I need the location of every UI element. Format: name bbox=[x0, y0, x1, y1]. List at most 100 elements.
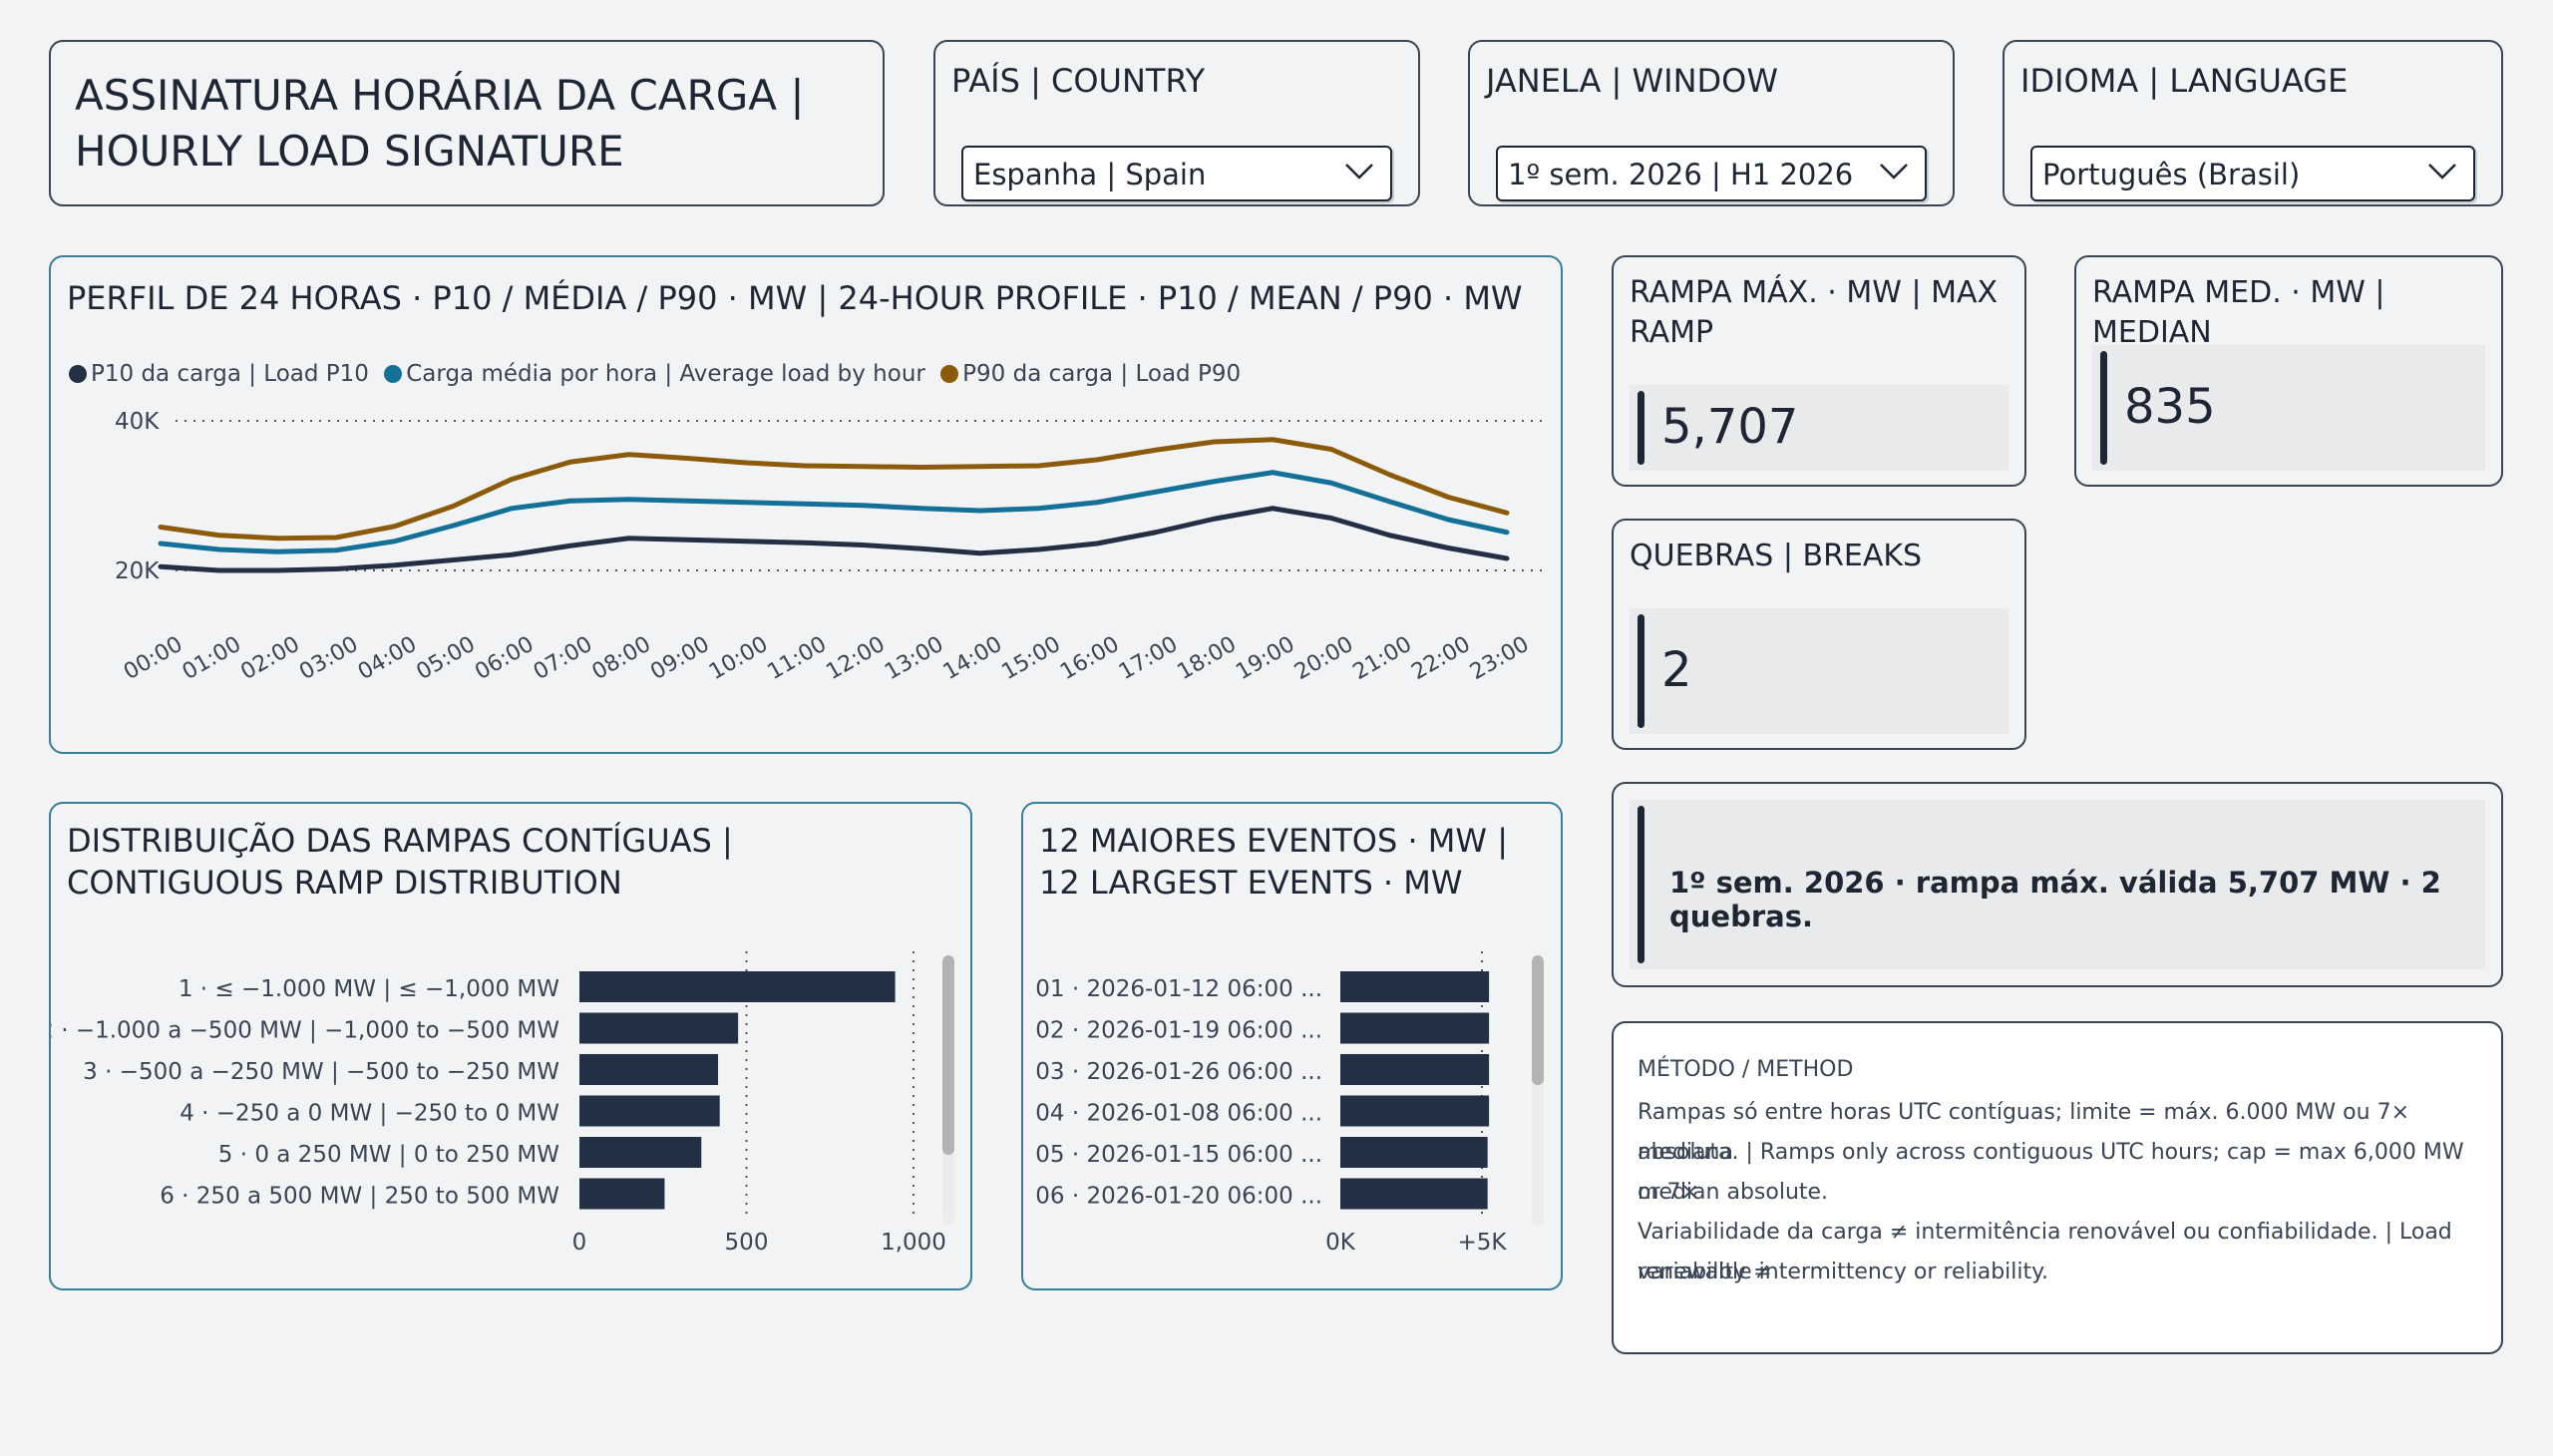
method-card: MÉTODO / METHOD Rampas só entre horas UT… bbox=[1612, 1021, 2503, 1354]
breaks-value: 2 bbox=[1661, 642, 1692, 698]
x-tick-label: 17:00 bbox=[1115, 632, 1182, 685]
x-tick-label: 00:00 bbox=[120, 632, 186, 685]
category-label: 3 · −500 a −250 MW | −500 to −250 MW bbox=[83, 1059, 559, 1085]
x-tick-label: 10:00 bbox=[705, 632, 772, 685]
x-tick-label: 06:00 bbox=[471, 632, 538, 685]
legend-label-mean: Carga média por hora | Average load by h… bbox=[406, 361, 925, 387]
legend-dot-p90 bbox=[940, 365, 959, 383]
language-slicer-label: IDIOMA | LANGUAGE bbox=[2020, 62, 2349, 100]
y-tick-label: 40K bbox=[115, 409, 160, 435]
series-line-mean bbox=[158, 470, 1510, 554]
category-label: 01 · 2026-01-12 06:00 ... bbox=[1035, 976, 1322, 1002]
max-ramp-label: RAMPA MÁX. · MW | MAX RAMP bbox=[1630, 275, 1999, 350]
summary-text: 1º sem. 2026 · rampa máx. válida 5,707 M… bbox=[1669, 866, 2441, 933]
x-tick-label: 05:00 bbox=[413, 632, 480, 685]
country-dropdown-value: Espanha | Spain bbox=[973, 158, 1207, 191]
x-tick-label: 23:00 bbox=[1466, 632, 1533, 685]
bar bbox=[1340, 1178, 1488, 1210]
legend-item-p90[interactable]: P90 da carga | Load P90 bbox=[940, 361, 1241, 387]
category-label: 4 · −250 a 0 MW | −250 to 0 MW bbox=[180, 1101, 559, 1127]
x-tick-label: 14:00 bbox=[939, 632, 1006, 685]
accent-bar bbox=[1638, 614, 1644, 728]
language-dropdown[interactable]: Português (Brasil) bbox=[2030, 146, 2475, 201]
x-tick-label: 500 bbox=[725, 1230, 769, 1256]
category-label: 2 · −1.000 a −500 MW | −1,000 to −500 MW bbox=[51, 1018, 559, 1044]
median-ramp-value: 835 bbox=[2124, 379, 2216, 435]
accent-bar bbox=[1638, 806, 1644, 963]
category-label: 06 · 2026-01-20 06:00 ... bbox=[1035, 1184, 1322, 1210]
country-dropdown[interactable]: Espanha | Spain bbox=[961, 146, 1392, 201]
category-label: 02 · 2026-01-19 06:00 ... bbox=[1035, 1018, 1322, 1044]
max-ramp-value: 5,707 bbox=[1661, 399, 1799, 455]
summary-card: 1º sem. 2026 · rampa máx. válida 5,707 M… bbox=[1612, 782, 2503, 987]
y-tick-label: 20K bbox=[115, 558, 160, 584]
series-line-p10 bbox=[158, 506, 1510, 573]
ramp-scrollbar[interactable] bbox=[942, 955, 954, 1225]
country-slicer: PAÍS | COUNTRY Espanha | Spain bbox=[933, 40, 1420, 206]
legend-dot-mean bbox=[384, 365, 403, 383]
profile-chart-title: PERFIL DE 24 HORAS · P10 / MÉDIA / P90 ·… bbox=[67, 279, 1523, 317]
bar bbox=[579, 1095, 720, 1127]
category-label: 05 · 2026-01-15 06:00 ... bbox=[1035, 1142, 1322, 1168]
x-tick-label: 04:00 bbox=[354, 632, 421, 685]
method-line: renewable intermittency or reliability. bbox=[1638, 1260, 2049, 1284]
method-line: Variabilidade da carga ≠ intermitência r… bbox=[1638, 1220, 2452, 1284]
breaks-box: 2 bbox=[1630, 608, 2008, 734]
x-tick-label: 16:00 bbox=[1056, 632, 1123, 685]
legend-label-p10: P10 da carga | Load P10 bbox=[91, 361, 369, 387]
language-dropdown-value: Português (Brasil) bbox=[2042, 158, 2301, 191]
window-slicer: JANELA | WINDOW 1º sem. 2026 | H1 2026 bbox=[1468, 40, 1955, 206]
series-line-p90 bbox=[158, 437, 1510, 542]
method-line: median absolute. bbox=[1638, 1180, 1829, 1205]
x-tick-label: 19:00 bbox=[1232, 632, 1298, 685]
bar bbox=[579, 1178, 665, 1210]
window-slicer-label: JANELA | WINDOW bbox=[1486, 62, 1778, 100]
window-dropdown[interactable]: 1º sem. 2026 | H1 2026 bbox=[1496, 146, 1927, 201]
x-tick-label: 07:00 bbox=[530, 632, 596, 685]
median-ramp-card: RAMPA MED. · MW | MEDIAN 835 bbox=[2074, 255, 2503, 487]
x-tick-label: 11:00 bbox=[764, 632, 831, 685]
legend-item-p10[interactable]: P10 da carga | Load P10 bbox=[69, 361, 369, 387]
legend-item-mean[interactable]: Carga média por hora | Average load by h… bbox=[384, 361, 925, 387]
bar bbox=[579, 971, 896, 1002]
title-card: ASSINATURA HORÁRIA DA CARGA | HOURLY LOA… bbox=[49, 40, 885, 206]
ramp-distribution-title: DISTRIBUIÇÃO DAS RAMPAS CONTÍGUAS | CONT… bbox=[67, 822, 733, 902]
chevron-down-icon bbox=[2428, 164, 2456, 180]
median-ramp-label: RAMPA MED. · MW | MEDIAN bbox=[2092, 275, 2385, 350]
method-line: absoluta. | Ramps only across contiguous… bbox=[1638, 1140, 2464, 1205]
largest-events-card: 12 MAIORES EVENTOS · MW | 12 LARGEST EVE… bbox=[1021, 802, 1563, 1290]
legend-dot-p10 bbox=[69, 365, 87, 383]
bar bbox=[1340, 1137, 1488, 1168]
largest-events-title: 12 MAIORES EVENTOS · MW | 12 LARGEST EVE… bbox=[1039, 822, 1508, 902]
x-tick-label: 21:00 bbox=[1349, 632, 1416, 685]
chevron-down-icon bbox=[1345, 164, 1373, 180]
x-tick-label: 0K bbox=[1325, 1230, 1356, 1256]
breaks-card: QUEBRAS | BREAKS 2 bbox=[1612, 519, 2026, 750]
method-line: Rampas só entre horas UTC contíguas; lim… bbox=[1638, 1100, 2410, 1165]
largest-events-bar-chart: 0K +5K 01 · 2026-01-12 06:00 ... 02 · 2026-… bbox=[1035, 951, 1508, 1256]
x-tick-label: 13:00 bbox=[881, 632, 947, 685]
x-tick-label: 22:00 bbox=[1407, 632, 1474, 685]
chevron-down-icon bbox=[1880, 164, 1908, 180]
median-ramp-box: 835 bbox=[2092, 345, 2485, 471]
x-tick-label: 01:00 bbox=[179, 632, 245, 685]
ramp-distribution-bar-chart: 0 500 1,000 1 · ≤ −1.000 MW | ≤ −1,000 MW 2 … bbox=[51, 951, 946, 1256]
events-scrollbar-thumb[interactable] bbox=[1532, 955, 1544, 1085]
ramp-scrollbar-thumb[interactable] bbox=[942, 955, 954, 1155]
category-label: 5 · 0 a 250 MW | 0 to 250 MW bbox=[218, 1142, 559, 1168]
category-label: 04 · 2026-01-08 06:00 ... bbox=[1035, 1101, 1322, 1127]
events-scrollbar[interactable] bbox=[1532, 955, 1544, 1225]
summary-box: 1º sem. 2026 · rampa máx. válida 5,707 M… bbox=[1630, 800, 2485, 969]
accent-bar bbox=[1638, 391, 1644, 465]
profile-chart-legend: P10 da carga | Load P10 Carga média por … bbox=[69, 361, 1249, 387]
legend-label-p90: P90 da carga | Load P90 bbox=[962, 361, 1242, 387]
category-label: 03 · 2026-01-26 06:00 ... bbox=[1035, 1059, 1322, 1085]
category-label: 1 · ≤ −1.000 MW | ≤ −1,000 MW bbox=[179, 976, 559, 1002]
bar bbox=[579, 1137, 702, 1168]
page-title: ASSINATURA HORÁRIA DA CARGA | HOURLY LOA… bbox=[75, 71, 805, 176]
max-ramp-card: RAMPA MÁX. · MW | MAX RAMP 5,707 bbox=[1612, 255, 2026, 487]
x-tick-label: +5K bbox=[1458, 1230, 1508, 1256]
x-tick-label: 08:00 bbox=[588, 632, 655, 685]
x-tick-label: 12:00 bbox=[822, 632, 889, 685]
bar bbox=[1340, 1054, 1490, 1085]
